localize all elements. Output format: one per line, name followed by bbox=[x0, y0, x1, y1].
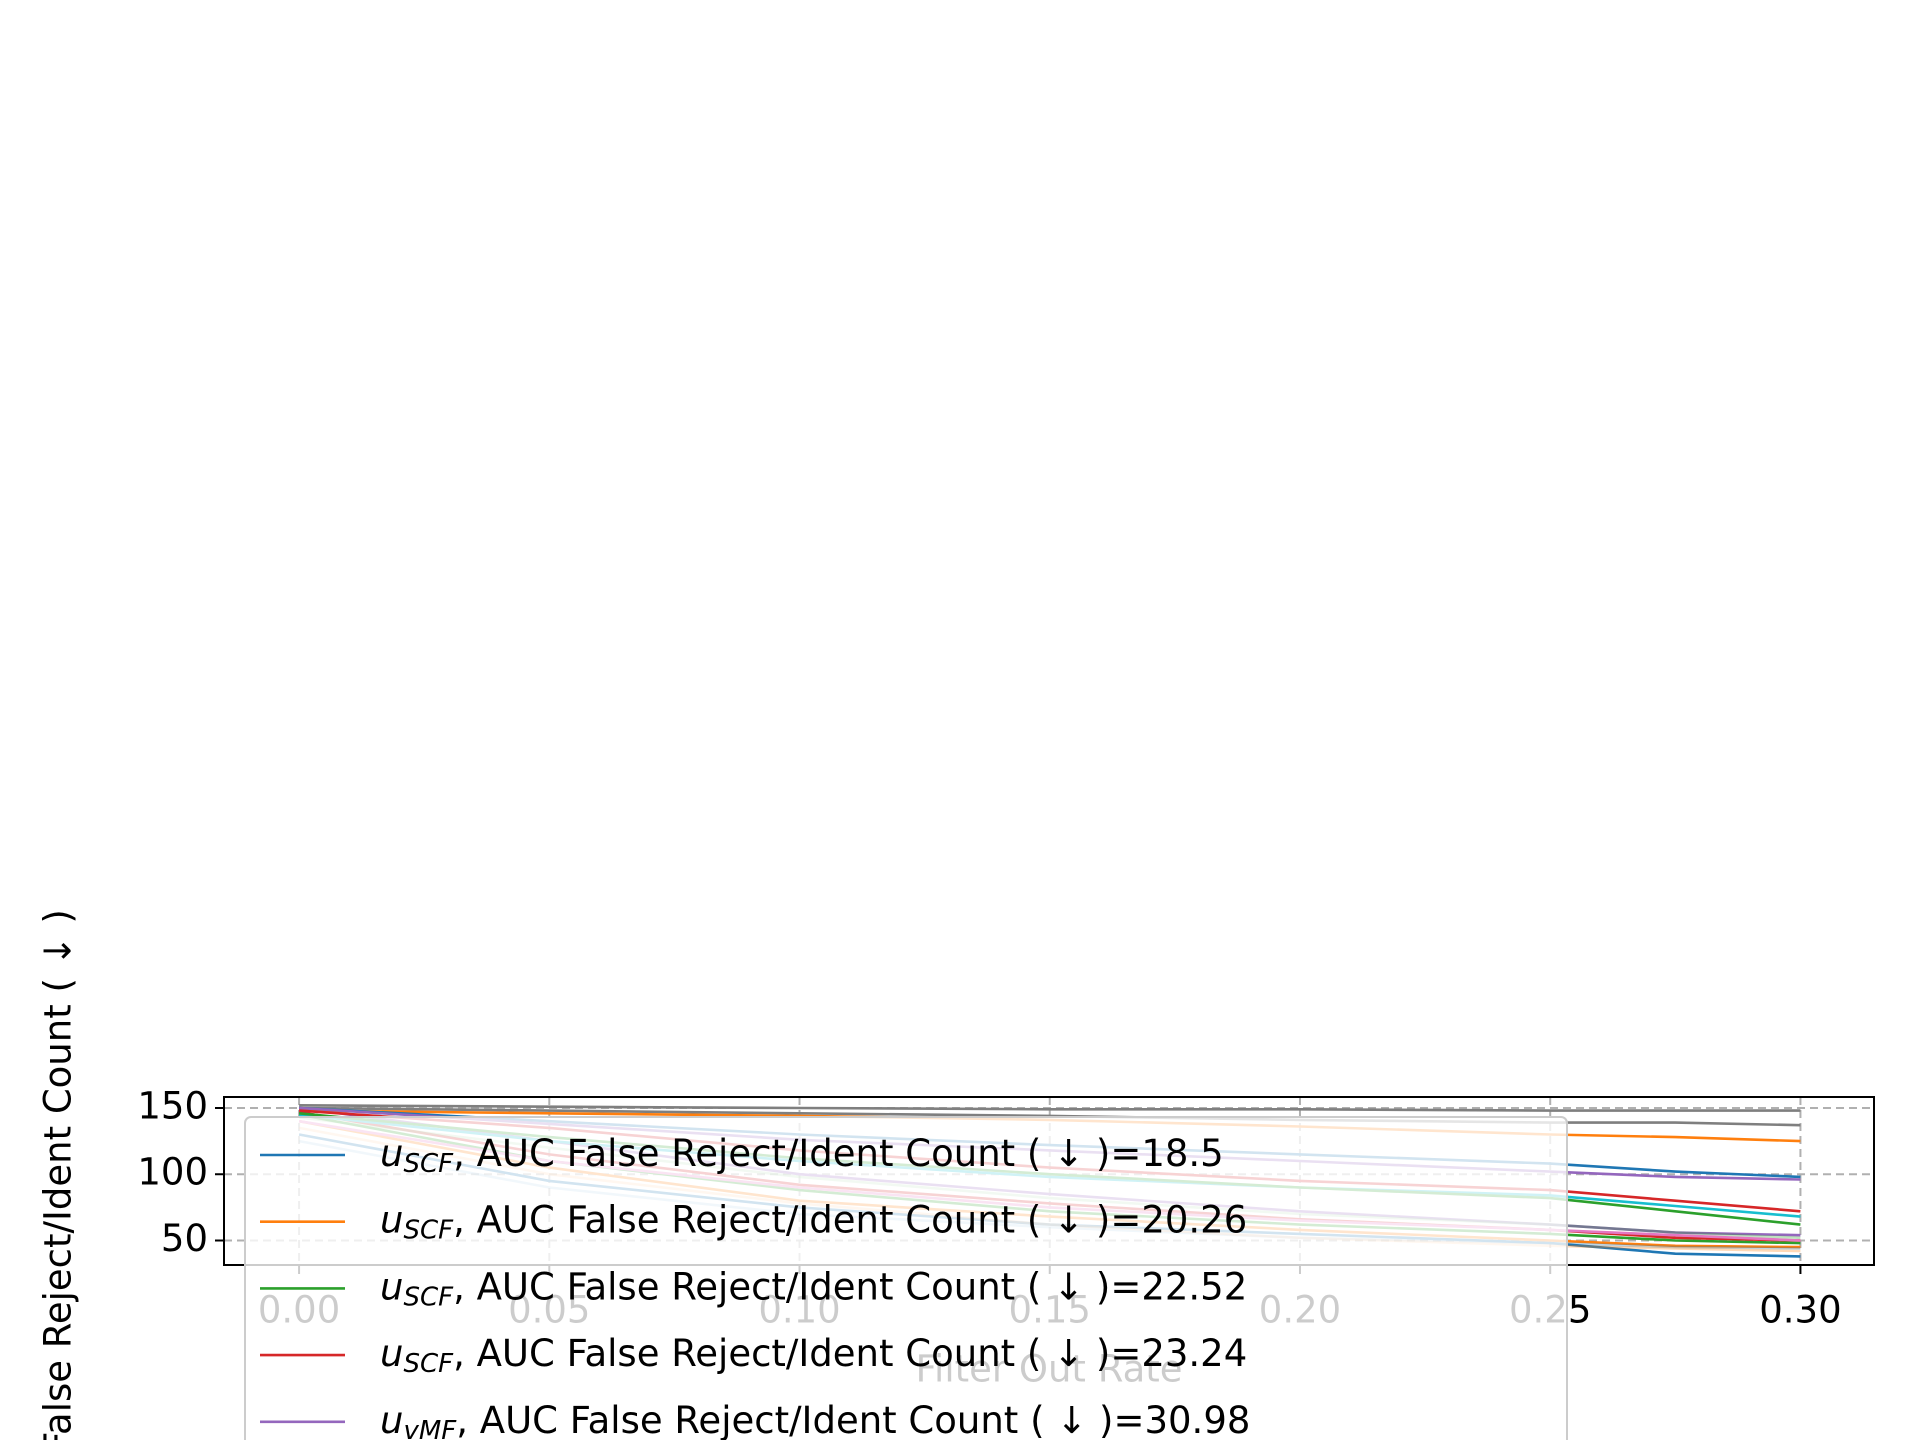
x-tick-label: 0.30 bbox=[1759, 1289, 1841, 1332]
legend-label: uSCF, AUC False Reject/Ident Count ( ↓ )… bbox=[380, 1332, 1247, 1379]
legend: uSCF, AUC False Reject/Ident Count ( ↓ )… bbox=[244, 1116, 1568, 1440]
legend-subscript: SCF bbox=[403, 1149, 454, 1179]
legend-symbol: u bbox=[380, 1398, 403, 1440]
legend-subscript: vMF bbox=[403, 1415, 457, 1440]
legend-label: uvMF, AUC False Reject/Ident Count ( ↓ )… bbox=[380, 1398, 1250, 1440]
legend-symbol: u bbox=[380, 1265, 403, 1308]
legend-box bbox=[244, 1116, 1568, 1440]
legend-subscript: SCF bbox=[403, 1215, 454, 1245]
legend-symbol: u bbox=[380, 1198, 403, 1241]
legend-text: , AUC False Reject/Ident Count ( ↓ )=22.… bbox=[453, 1265, 1247, 1308]
legend-label: uSCF, AUC False Reject/Ident Count ( ↓ )… bbox=[380, 1198, 1247, 1245]
legend-label: uSCF, AUC False Reject/Ident Count ( ↓ )… bbox=[380, 1265, 1247, 1312]
y-axis-label: False Reject/Ident Count ( ↓ ) bbox=[37, 909, 80, 1440]
legend-subscript: SCF bbox=[403, 1282, 454, 1312]
legend-text: , AUC False Reject/Ident Count ( ↓ )=18.… bbox=[453, 1132, 1224, 1175]
y-tick-label: 100 bbox=[137, 1151, 208, 1194]
legend-text: , AUC False Reject/Ident Count ( ↓ )=30.… bbox=[456, 1398, 1250, 1440]
legend-symbol: u bbox=[380, 1332, 403, 1375]
series-line bbox=[299, 1104, 1801, 1112]
legend-symbol: u bbox=[380, 1132, 403, 1175]
y-tick-label: 150 bbox=[137, 1084, 208, 1127]
legend-text: , AUC False Reject/Ident Count ( ↓ )=23.… bbox=[453, 1332, 1247, 1375]
y-tick-label: 50 bbox=[161, 1217, 208, 1260]
legend-text: , AUC False Reject/Ident Count ( ↓ )=20.… bbox=[453, 1198, 1247, 1241]
legend-label: uSCF, AUC False Reject/Ident Count ( ↓ )… bbox=[380, 1132, 1224, 1179]
legend-subscript: SCF bbox=[403, 1349, 454, 1379]
